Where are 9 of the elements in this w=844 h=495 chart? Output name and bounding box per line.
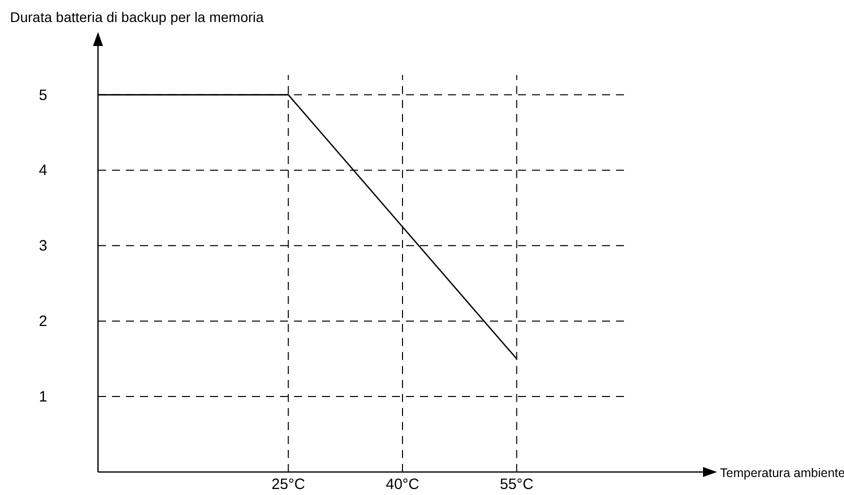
- y-tick-label: 2: [38, 313, 48, 330]
- y-tick-label: 3: [38, 238, 48, 255]
- y-tick-label: 4: [38, 162, 48, 180]
- x-tick-label: 40°C: [386, 476, 420, 493]
- y-tick-label: 1: [38, 388, 48, 406]
- x-tick-label: 55°C: [500, 476, 534, 493]
- y-tick-label: 5: [38, 86, 48, 104]
- y-axis-title: Durata batteria di backup per la memoria: [10, 9, 264, 25]
- x-tick-label: 25°C: [272, 476, 306, 493]
